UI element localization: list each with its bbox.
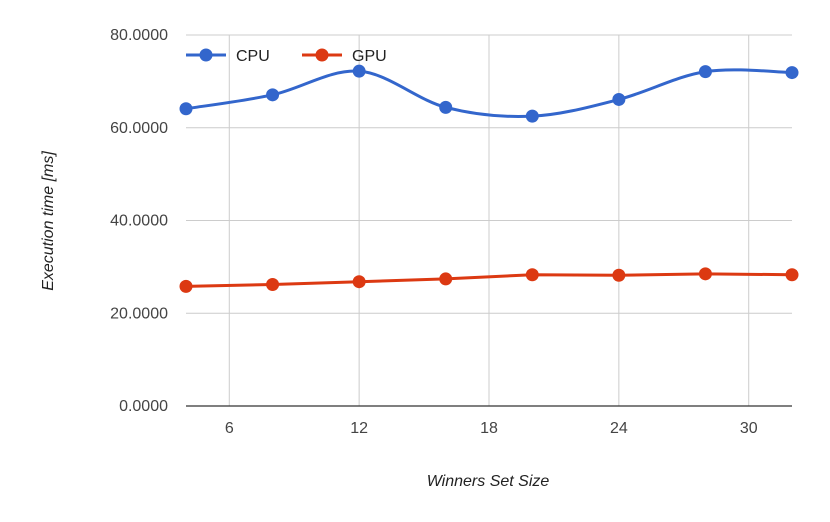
gpu-data-point (785, 268, 799, 282)
gpu-series-line (184, 272, 794, 288)
cpu-data-point (785, 66, 799, 80)
y-axis-title: Execution time [ms] (40, 151, 57, 291)
cpu-data-point (525, 109, 539, 123)
cpu-data-point (179, 102, 193, 116)
x-tick-label: 6 (225, 420, 234, 437)
gpu-legend-label: GPU (352, 48, 387, 65)
y-tick-label: 60.0000 (110, 120, 168, 137)
gpu-data-point (179, 279, 193, 293)
gpu-data-point (525, 268, 539, 282)
gpu-legend-swatch-marker (315, 48, 329, 62)
cpu-data-point (698, 65, 712, 79)
grid (186, 34, 792, 407)
cpu-legend-label: CPU (236, 48, 270, 65)
y-tick-label: 40.0000 (110, 213, 168, 230)
x-tick-label: 12 (350, 420, 368, 437)
legend: CPU GPU (186, 48, 387, 65)
gpu-data-point (612, 268, 626, 282)
gpu-data-point (439, 272, 453, 286)
cpu-series-line (184, 68, 794, 118)
y-tick-label: 80.0000 (110, 27, 168, 44)
plot-area (179, 64, 799, 293)
cpu-data-point (612, 92, 626, 106)
cpu-data-point (352, 64, 366, 78)
x-axis-title: Winners Set Size (427, 473, 550, 490)
gpu-data-point (266, 277, 280, 291)
cpu-data-point (439, 100, 453, 114)
axes: Winners Set Size Execution time [ms] 0.0… (40, 27, 758, 490)
x-tick-label: 18 (480, 420, 498, 437)
x-tick-label: 24 (610, 420, 628, 437)
y-tick-label: 0.0000 (119, 398, 168, 415)
y-tick-label: 20.0000 (110, 305, 168, 322)
cpu-legend-swatch-marker (199, 48, 213, 62)
gpu-data-point (698, 267, 712, 281)
gpu-data-point (352, 275, 366, 289)
cpu-data-point (266, 88, 280, 102)
x-tick-label: 30 (740, 420, 758, 437)
